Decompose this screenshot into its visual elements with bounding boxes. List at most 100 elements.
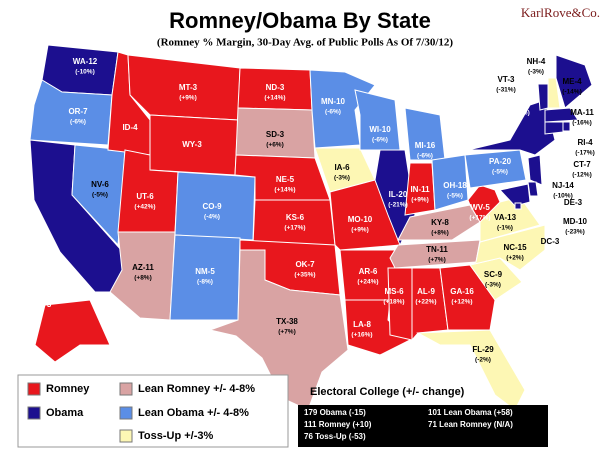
state-margin: (+2%) (506, 255, 524, 262)
state-shape (544, 107, 579, 123)
state-label: NH-4 (527, 57, 546, 66)
state-shape (527, 154, 543, 186)
state-label: PA-20 (489, 157, 512, 166)
state-label: NY-29 (509, 98, 532, 107)
state-margin: (-16%) (45, 272, 65, 279)
state-label: CA-55 (43, 260, 67, 269)
state-label: AZ-11 (132, 263, 154, 272)
state-label: WV-5 (470, 203, 490, 212)
title: Romney/Obama By State (169, 8, 431, 33)
state-shape (411, 267, 449, 342)
electoral-box (298, 405, 548, 447)
electoral-row: 76 Toss-Up (-53) (304, 432, 366, 441)
state-margin: (-14%) (562, 89, 582, 96)
subtitle: (Romney % Margin, 30-Day Avg. of Public … (157, 37, 454, 49)
state-label: MD-10 (563, 217, 588, 226)
state-margin: (+42%) (134, 204, 155, 211)
state-label: GA-16 (450, 287, 474, 296)
legend-box (17, 374, 289, 448)
state-margin: (+16%) (351, 332, 372, 339)
state-label: DE-3 (564, 198, 583, 207)
state-label: TN-11 (426, 245, 448, 254)
state-margin: (-21%) (388, 202, 408, 209)
state-margin: (+7%) (428, 257, 446, 264)
legend-label: Obama (46, 407, 84, 419)
state-margin: (+14%) (274, 187, 295, 194)
state-label: OH-18 (443, 181, 467, 190)
state-label: SD-3 (266, 130, 285, 139)
state-margin: (+24%) (357, 279, 378, 286)
state-margin: (-23%) (565, 229, 585, 236)
state-shape (469, 224, 546, 271)
state-label: MA-11 (570, 108, 594, 117)
electoral-heading: Electoral College (+/- change) (310, 386, 465, 398)
state-label: ME-4 (562, 77, 582, 86)
state-label: VA-13 (494, 213, 517, 222)
state-label: WY-3 (182, 140, 202, 149)
state-label: MN-10 (321, 97, 346, 106)
state-margin: (-31%) (496, 87, 516, 94)
state-shape (527, 181, 539, 197)
state-margin: (-17%) (575, 150, 595, 157)
state-label: CO-9 (202, 202, 222, 211)
state-margin: (-12%) (572, 172, 592, 179)
state-labels: WA-12 (-10%) OR-7 (-6%) CA-55 (-16%) NV-6 (-5%)… (33, 57, 595, 399)
state-margin: (+8%) (431, 230, 449, 237)
state-label: MT-3 (179, 83, 198, 92)
state-shape (309, 69, 376, 149)
state-label: TX-38 (276, 317, 298, 326)
legend-label: Toss-Up +/-3% (138, 430, 214, 442)
state-shape (547, 77, 561, 109)
state-margin: (+9%) (411, 197, 429, 204)
state-label: OK-7 (295, 260, 315, 269)
state-label: NV-6 (91, 180, 109, 189)
state-margin: (-25%) (510, 110, 530, 117)
state-label: CT-7 (573, 160, 591, 169)
state-margin: (+18%) (383, 299, 404, 306)
state-margin: (+6%) (266, 142, 284, 149)
state-margin: (-16%) (572, 120, 592, 127)
state-margin: (+17%) (469, 215, 490, 222)
state-shape (34, 299, 111, 363)
legend-label: Romney (46, 383, 90, 395)
state-label: MI-16 (415, 141, 436, 150)
state-shape (562, 121, 571, 132)
state-margin: (-8%) (197, 279, 213, 286)
legend: Romney Lean Romney +/- 4-8% Obama Lean Obam… (27, 382, 255, 443)
state-margin: (-5%) (447, 193, 463, 200)
state-shape (208, 249, 349, 411)
state-shape (514, 202, 522, 210)
legend-swatch (27, 382, 41, 396)
state-margin: (-10%) (553, 193, 573, 200)
state-label: DC-3 (541, 237, 560, 246)
state-margin: (-10%) (75, 69, 95, 76)
state-margin: (+9%) (179, 95, 197, 102)
state-shape (544, 121, 564, 135)
electoral-row: 101 Lean Obama (+58) (428, 408, 513, 417)
electoral-rows: 179 Obama (-15) 101 Lean Obama (+58) 111 R… (304, 408, 513, 441)
electoral-row: 111 Romney (+10) (304, 420, 372, 429)
state-label: WI-10 (369, 125, 391, 134)
state-margin: (+8%) (134, 275, 152, 282)
state-label: IL-20 (389, 190, 408, 199)
state-label: WA-12 (73, 57, 98, 66)
state-label: UT-6 (136, 192, 154, 201)
state-margin: (-1%) (497, 225, 513, 232)
state-shape (464, 149, 527, 189)
state-margin: (+9%) (351, 227, 369, 234)
state-label: OR-7 (68, 107, 88, 116)
legend-label: Lean Romney +/- 4-8% (138, 383, 255, 395)
state-margin: (+17%) (284, 225, 305, 232)
state-label: RI-4 (577, 138, 593, 147)
state-margin: (-4%) (204, 214, 220, 221)
state-label: MO-10 (348, 215, 373, 224)
state-shape (537, 83, 549, 111)
state-margin: (-3%) (528, 69, 544, 76)
state-label: LA-8 (353, 320, 371, 329)
state-label: MS-6 (384, 287, 404, 296)
state-shape (555, 54, 593, 109)
state-margin: (-2%) (475, 357, 491, 364)
legend-swatch (119, 382, 133, 396)
electoral-row: 179 Obama (-15) (304, 408, 366, 417)
